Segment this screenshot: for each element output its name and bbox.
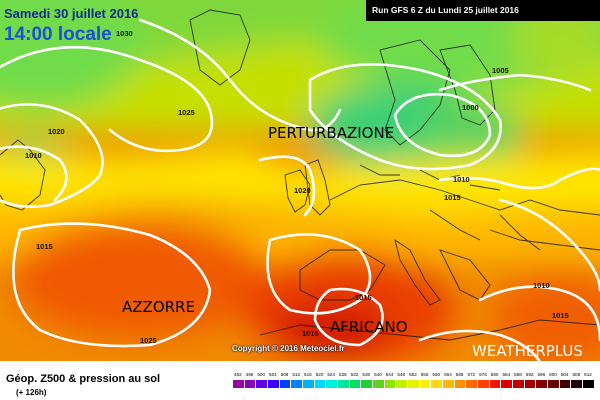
color-scale-tick: 508 xyxy=(280,372,289,377)
color-scale-tick: 544 xyxy=(385,372,394,377)
color-scale-cell xyxy=(488,380,501,388)
color-scale-cell xyxy=(255,380,268,388)
color-scale-cell xyxy=(500,380,513,388)
isobar-label-1010-med: 1010 xyxy=(533,281,550,290)
color-scale-tick: 548 xyxy=(397,372,406,377)
color-scale-cell xyxy=(535,380,548,388)
color-scale-cell xyxy=(418,380,431,388)
color-scale-tick: 536 xyxy=(362,372,371,377)
isobar-label-1020-west: 1020 xyxy=(48,127,65,136)
color-scale-tick: 528 xyxy=(339,372,347,377)
color-scale-tick: 604 xyxy=(560,372,569,377)
isobar-label-1015-west: 1015 xyxy=(36,242,53,251)
color-scale-cell xyxy=(453,380,466,388)
color-scale-tick: 596 xyxy=(537,372,546,377)
color-scale-cell xyxy=(302,380,314,388)
color-scale-tick: 552 xyxy=(409,372,417,377)
color-scale-cell xyxy=(477,380,489,388)
isobar-label-1010-west: 1010 xyxy=(25,151,42,160)
color-scale-cell xyxy=(267,380,279,388)
color-scale-cell xyxy=(325,380,338,388)
legend-title: Géop. Z500 & pression au sol xyxy=(6,373,161,385)
copyright-notice: Copyright © 2016 Meteociel.fr xyxy=(232,344,345,353)
run-info-text: Run GFS 6 Z du Lundi 25 juillet 2016 xyxy=(372,5,519,15)
color-scale-tick: 560 xyxy=(432,372,441,377)
color-scale-tick: 600 xyxy=(549,372,557,377)
color-scale-tick: 588 xyxy=(514,372,522,377)
isobar-label-1015-east: 1015 xyxy=(444,193,461,202)
color-scale-ticks: 492 496 500 504 508 512 516 520 524 528 532 536 540 5… xyxy=(232,372,594,380)
isobars xyxy=(0,18,600,362)
color-scale-tick: 524 xyxy=(327,372,336,377)
color-scale-cell xyxy=(395,380,408,388)
color-scale-tick: 532 xyxy=(350,372,359,377)
label-azzorre: AZZORRE xyxy=(122,298,195,316)
isobar-label-1015-se: 1015 xyxy=(552,311,569,320)
color-scale-tick: 612 xyxy=(584,372,592,377)
color-scale-cell xyxy=(337,380,349,388)
isobar-label-1020-center: 1020 xyxy=(294,186,311,195)
isobar-label-1025-south: 1025 xyxy=(140,336,157,345)
isobar-label-1010-east: 1010 xyxy=(453,175,470,184)
color-scale-cell xyxy=(582,380,594,388)
isobar-label-1015-spain: 1015 xyxy=(355,293,372,302)
color-scale-cell xyxy=(360,380,373,388)
color-scale-cell xyxy=(465,380,478,388)
color-scale-tick: 540 xyxy=(374,372,382,377)
isobar-label-1030: 1030 xyxy=(116,29,133,38)
color-scale-tick: 492 xyxy=(234,372,242,377)
isobar-labels: 1030 1025 1020 1010 1015 1020 1005 1000 … xyxy=(25,29,569,345)
isobar-label-1025-north: 1025 xyxy=(178,108,195,117)
color-scale-cell xyxy=(278,380,291,388)
pressure-map: 1030 1025 1020 1010 1015 1020 1005 1000 … xyxy=(0,0,600,362)
color-scale-tick: 564 xyxy=(444,372,452,377)
color-scale-tick: 568 xyxy=(455,372,464,377)
color-scale-cell xyxy=(243,380,256,388)
color-scale-cell xyxy=(547,380,559,388)
color-scale-cell xyxy=(523,380,536,388)
geopotential-field xyxy=(0,0,600,362)
isobar-label-1005: 1005 xyxy=(492,66,509,75)
color-scale-tick: 580 xyxy=(490,372,499,377)
color-scale-cell xyxy=(290,380,303,388)
color-scale-cell xyxy=(313,380,326,388)
isobar-label-1000: 1000 xyxy=(462,103,479,112)
color-scale-tick: 520 xyxy=(315,372,324,377)
color-scale-cell xyxy=(442,380,454,388)
forecast-time-title: 14:00 locale xyxy=(4,24,112,45)
weatherplus-watermark: WEATHERPLUS xyxy=(472,342,583,360)
color-scale-cell xyxy=(348,380,361,388)
color-scale-cell xyxy=(372,380,384,388)
color-scale-tick: 496 xyxy=(245,372,254,377)
color-scale xyxy=(232,380,594,394)
color-scale-tick: 576 xyxy=(479,372,487,377)
color-scale-tick: 500 xyxy=(257,372,266,377)
color-scale-tick: 512 xyxy=(292,372,301,377)
isobar-label-1015-africa: 1015 xyxy=(302,329,319,338)
color-scale-cell xyxy=(383,380,396,388)
run-info-box xyxy=(366,0,600,21)
color-scale-tick: 504 xyxy=(269,372,277,377)
color-scale-tick: 556 xyxy=(420,372,429,377)
color-scale-cell xyxy=(430,380,443,388)
forecast-date-title: Samedi 30 juillet 2016 xyxy=(4,6,139,21)
color-scale-cell xyxy=(407,380,419,388)
label-perturbazione: PERTURBAZIONE xyxy=(268,124,395,142)
color-scale-tick: 584 xyxy=(502,372,511,377)
color-scale-tick: 516 xyxy=(304,372,312,377)
color-scale-cell xyxy=(232,380,244,388)
color-scale-tick: 608 xyxy=(572,372,581,377)
color-scale-tick: 592 xyxy=(525,372,534,377)
color-scale-cell xyxy=(570,380,583,388)
color-scale-cell xyxy=(558,380,571,388)
label-africano: AFRICANO xyxy=(330,318,408,336)
color-scale-cell xyxy=(512,380,524,388)
color-scale-tick: 572 xyxy=(467,372,476,377)
legend-forecast-hour: (+ 126h) xyxy=(16,388,47,397)
